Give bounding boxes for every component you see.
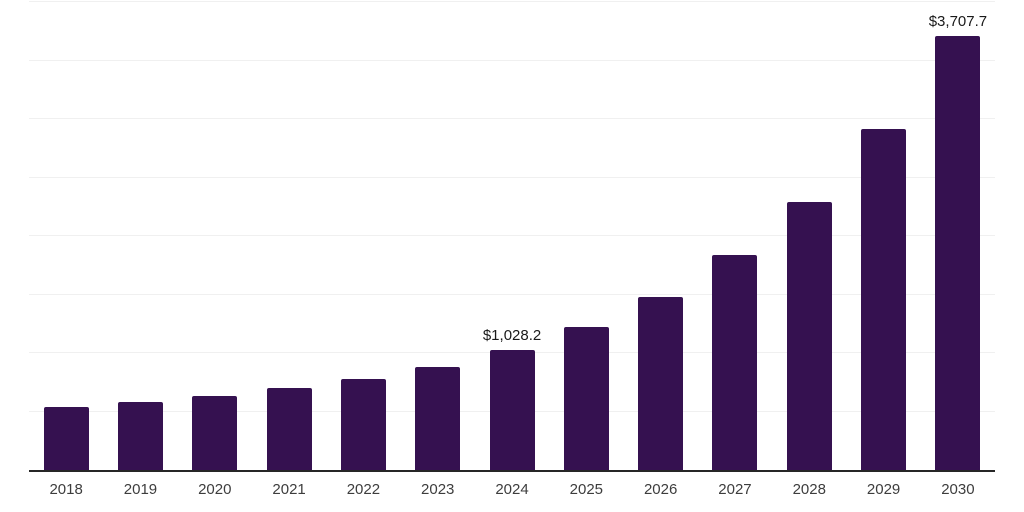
bar-2025: [563, 327, 609, 470]
gridline: [29, 1, 995, 2]
bar-2023: [415, 367, 461, 470]
x-tick-label-2030: 2030: [941, 481, 975, 498]
bar-2027: [712, 255, 758, 470]
x-tick-label-2022: 2022: [346, 481, 381, 498]
bar-slot: [29, 2, 103, 470]
bar-slot: [846, 2, 920, 470]
bar-2022: [340, 378, 386, 470]
bar-2026: [638, 296, 684, 470]
plot-area: $1,028.2 $3,707.7: [29, 1, 995, 472]
x-tick-label-2020: 2020: [198, 481, 232, 498]
bar-value-label-2030: $3,707.7: [928, 13, 988, 31]
bars-row: $1,028.2 $3,707.7: [29, 2, 995, 470]
x-tick-label-2026: 2026: [643, 481, 678, 498]
bar-slot: [252, 2, 326, 470]
x-tick-label-2023: 2023: [421, 481, 455, 498]
x-axis-labels: 2018 2019 2020 2021 2022 2023 2024 2025 2026 2027…: [29, 480, 995, 500]
bar-slot: [772, 2, 846, 470]
gridline: [29, 235, 995, 236]
bar-slot: [549, 2, 623, 470]
bar-slot: [698, 2, 772, 470]
gridline: [29, 59, 995, 61]
bar-2018: [43, 406, 89, 470]
bar-2019: [117, 402, 163, 470]
bar-slot: [103, 2, 177, 470]
bar-2020: [192, 395, 238, 470]
bar-slot: [401, 2, 475, 470]
bar-value-label-2024: $1,028.2: [482, 326, 542, 344]
x-tick-label-2018: 2018: [49, 481, 83, 498]
bar-slot: [326, 2, 400, 470]
x-tick-label-2029: 2029: [866, 481, 901, 498]
bar-2021: [266, 388, 312, 470]
x-tick-label-2027: 2027: [718, 481, 752, 498]
x-tick-label-2025: 2025: [569, 481, 604, 498]
bar-2030: [935, 36, 981, 470]
gridline: [29, 293, 995, 295]
bar-2024: [489, 349, 535, 470]
x-tick-label-2024: 2024: [495, 481, 529, 498]
x-tick-label-2021: 2021: [272, 481, 306, 498]
gridline: [29, 176, 995, 178]
x-tick-label-2028: 2028: [792, 481, 826, 498]
bar-slot: $1,028.2: [475, 2, 549, 470]
bar-slot: $3,707.7: [921, 2, 995, 470]
bar-2028: [786, 202, 832, 470]
x-tick-label-2019: 2019: [123, 481, 158, 498]
gridline: [29, 118, 995, 119]
bar-slot: [624, 2, 698, 470]
bar-2029: [861, 128, 907, 470]
bar-slot: [178, 2, 252, 470]
